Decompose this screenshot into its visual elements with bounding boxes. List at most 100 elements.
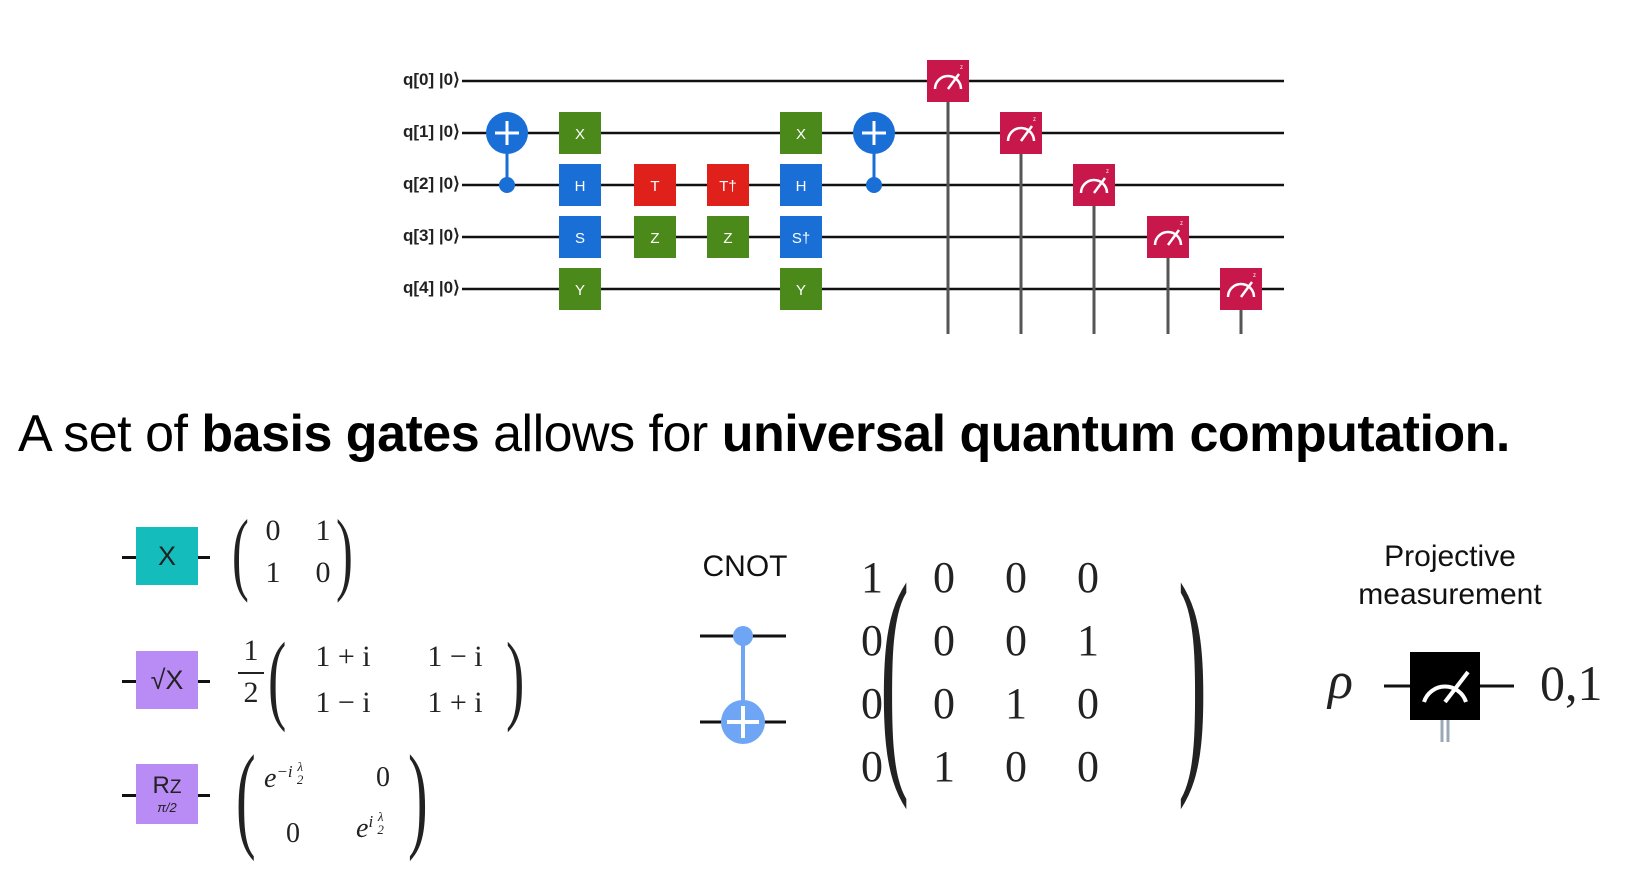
rz-gate-subscript: Z — [169, 777, 182, 798]
x-matrix-left-paren: ( — [232, 501, 249, 603]
gate-label: Y — [575, 282, 585, 299]
gate-label: Y — [796, 282, 806, 299]
cnot-matrix-left-paren: ( — [880, 534, 910, 811]
gate-label: S† — [792, 230, 810, 247]
gate-box — [707, 216, 749, 258]
projective-measurement-symbol — [1384, 652, 1514, 742]
meter-icon — [1226, 282, 1256, 298]
cnot-matrix-cell: 1 — [933, 742, 955, 791]
measure-box — [927, 60, 969, 102]
quantum-circuit-diagram: X H S Y T Z T† Z X H S† Yz z z z z — [462, 60, 1284, 334]
x-gate-label: X — [157, 540, 176, 571]
meter-icon — [933, 74, 963, 90]
x-gate-box: X — [136, 527, 198, 585]
gate-box — [780, 216, 822, 258]
meter-needle-icon — [946, 73, 961, 90]
measure-box — [1220, 268, 1262, 310]
gate-label: H — [575, 178, 586, 195]
qubit-label: q[0] |0⟩ — [403, 70, 460, 89]
rz-matrix-right-paren: ) — [408, 731, 428, 862]
x-matrix-right-paren: ) — [336, 501, 353, 603]
measure-box — [1073, 164, 1115, 206]
sqrtx-matrix-cell: 1 + i — [427, 686, 483, 719]
x-matrix-cell: 0 — [315, 556, 331, 589]
x-matrix-cell: 1 — [315, 514, 331, 547]
meter-needle-icon — [1092, 177, 1107, 194]
measure-box — [1000, 112, 1042, 154]
gate-label: Z — [723, 230, 732, 247]
meter-z-label: z — [960, 65, 963, 71]
cnot-matrix-cell: 0 — [933, 679, 955, 728]
measure-box — [1147, 216, 1189, 258]
gate-box — [559, 164, 601, 206]
rz-gate-label: R — [152, 772, 170, 799]
gate-box — [559, 216, 601, 258]
meter-icon — [1079, 178, 1109, 194]
meter-needle-icon — [1019, 125, 1034, 142]
cnot-matrix-cell: 0 — [933, 616, 955, 665]
rz-gate-box: RZ π/2 — [136, 764, 198, 824]
headline: A set of basis gates allows for universa… — [18, 404, 1510, 464]
meter-icon — [1006, 126, 1036, 142]
meter-needle-icon — [1166, 229, 1181, 246]
meter-icon — [1422, 684, 1468, 703]
gate-box — [707, 164, 749, 206]
cnot-matrix-cell: 0 — [1077, 742, 1099, 791]
gate-box — [780, 164, 822, 206]
gate-box — [634, 164, 676, 206]
rz-gate-param: π/2 — [157, 800, 177, 815]
rz-matrix-cell: 0 — [376, 762, 390, 793]
meter-icon — [1153, 230, 1183, 246]
cnot-control-dot — [499, 177, 515, 193]
sqrtx-prefix-fraction-bar — [238, 672, 264, 674]
gate-box — [780, 268, 822, 310]
sqrtx-matrix-right-paren: ) — [506, 622, 525, 733]
meter-z-label: z — [1180, 221, 1183, 227]
gate-box — [559, 112, 601, 154]
sqrtx-prefix-denominator: 2 — [243, 676, 259, 709]
x-matrix-cell: 0 — [265, 514, 281, 547]
sqrtx-matrix-cell: 1 − i — [315, 686, 371, 719]
projective-label-line2: measurement — [1358, 578, 1542, 611]
gate-label: T† — [719, 178, 737, 195]
qubit-label: q[2] |0⟩ — [403, 174, 460, 193]
gate-box — [634, 216, 676, 258]
sqrtx-matrix-left-paren: ( — [268, 622, 287, 733]
cnot-matrix-cell: 0 — [933, 553, 955, 602]
cnot-matrix-cell: 0 — [861, 679, 883, 728]
gate-label: S — [575, 230, 585, 247]
cnot-matrix-cell: 1 — [1077, 616, 1099, 665]
cnot-matrix-cell: 0 — [861, 742, 883, 791]
gate-label: H — [796, 178, 807, 195]
meter-z-label: z — [1106, 169, 1109, 175]
sqrtx-prefix-numerator: 1 — [243, 634, 259, 667]
cnot-matrix-cell: 0 — [861, 616, 883, 665]
projective-label: Projective measurement — [1320, 538, 1580, 614]
gate-label: X — [796, 126, 806, 143]
qubit-label: q[3] |0⟩ — [403, 226, 460, 245]
cnot-label: CNOT — [702, 550, 788, 583]
qubit-label: q[4] |0⟩ — [403, 278, 460, 297]
meter-needle-icon — [1443, 670, 1470, 704]
qubit-label: q[1] |0⟩ — [403, 122, 460, 141]
cnot-matrix-right-paren: ) — [1178, 534, 1208, 811]
meter-z-label: z — [1253, 273, 1256, 279]
headline-part2: allows for — [479, 405, 722, 463]
headline-bold1: basis gates — [201, 405, 480, 463]
cnot-control-dot — [733, 626, 753, 646]
sqrtx-gate-label: √X — [150, 664, 184, 695]
cnot-matrix-cell: 0 — [1005, 742, 1027, 791]
rho-symbol: ρ — [1328, 653, 1353, 710]
cnot-matrix-cell: 1 — [1005, 679, 1027, 728]
rz-matrix-cell: 0 — [286, 818, 300, 849]
projective-label-line1: Projective — [1384, 540, 1516, 573]
gate-label: T — [650, 178, 659, 195]
cnot-matrix-cell: 0 — [1005, 553, 1027, 602]
headline-bold2: universal quantum computation. — [721, 405, 1511, 463]
cnot-matrix-cell: 1 — [861, 553, 883, 602]
cnot-symbol — [700, 626, 786, 744]
gate-label: X — [575, 126, 585, 143]
cnot-matrix-cell: 0 — [1077, 553, 1099, 602]
